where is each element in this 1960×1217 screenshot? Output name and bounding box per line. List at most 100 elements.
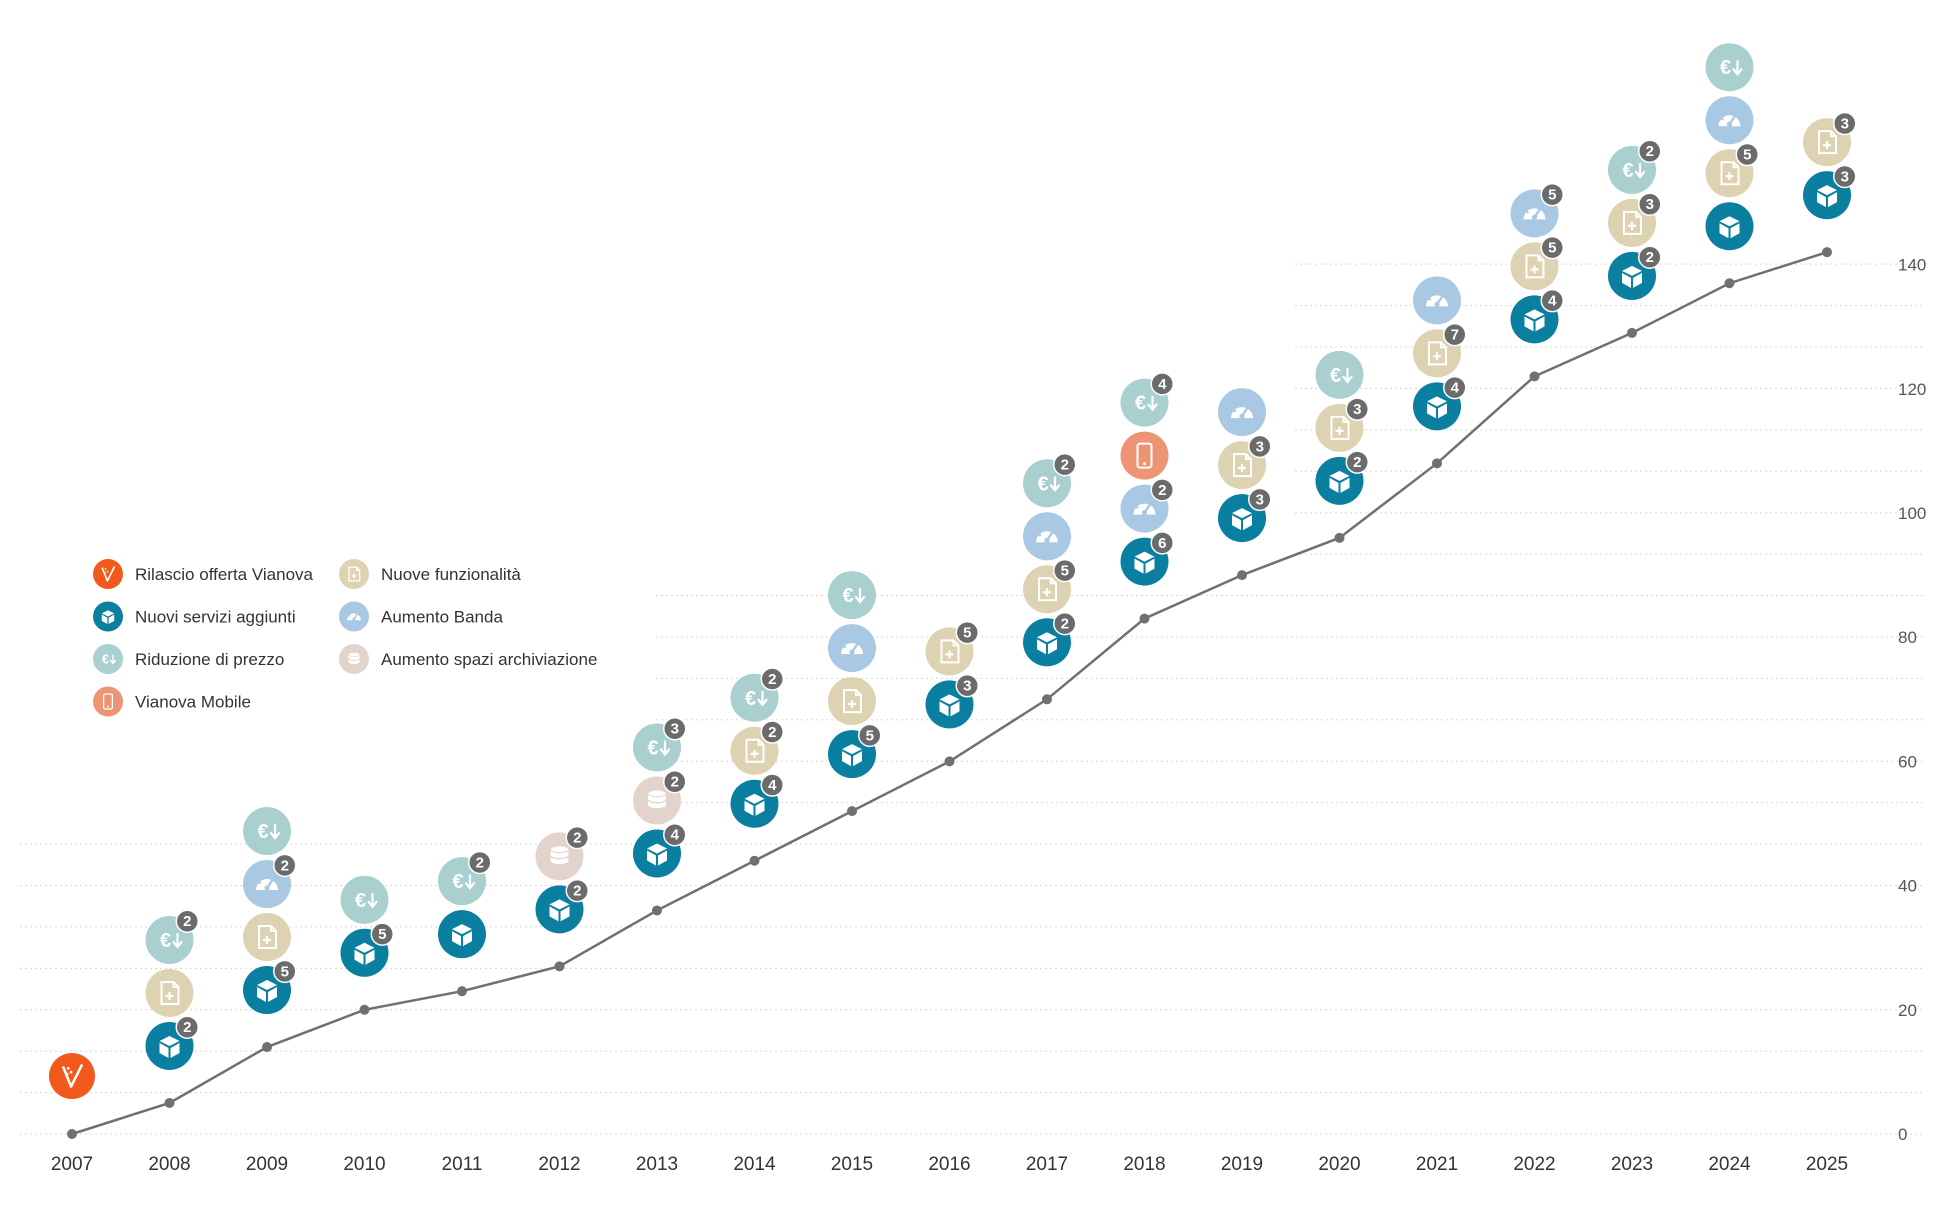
event-marker-features: [828, 677, 876, 726]
event-marker-features: [145, 968, 194, 1017]
count-badge: 4: [663, 822, 687, 847]
speedometer-icon: [1523, 204, 1546, 220]
event-marker-services: 5: [828, 723, 882, 779]
x-tick-label: 2011: [442, 1154, 483, 1175]
x-tick-label: 2019: [1221, 1154, 1263, 1175]
line-point: [1042, 694, 1052, 705]
legend-label: Nuovi servizi aggiunti: [135, 608, 296, 627]
euro-down-icon: €: [355, 890, 378, 912]
count-badge-label: 3: [963, 678, 971, 695]
euro-down-icon: €: [102, 652, 117, 666]
event-marker-storage: 2: [535, 825, 590, 881]
cube-icon: [549, 899, 570, 922]
count-badge: 2: [1150, 478, 1175, 502]
line-point: [1139, 613, 1150, 624]
x-tick-label: 2017: [1026, 1154, 1068, 1175]
document-plus-icon: [940, 639, 960, 664]
cube-icon: [1719, 216, 1740, 239]
y-axis-ticks: 0 20 40 60 80 100 120 140: [1898, 256, 1926, 1144]
speedometer-icon: [1036, 527, 1058, 543]
event-marker-features: 5: [925, 620, 980, 676]
count-badge-label: 4: [1451, 380, 1460, 397]
count-badge-label: 5: [1548, 187, 1556, 204]
event-marker-services: 2: [1023, 611, 1077, 667]
euro-down-icon: €: [452, 871, 476, 893]
legend-label: Aumento Banda: [381, 608, 503, 627]
euro-down-icon: €: [647, 737, 671, 759]
line-point: [1334, 532, 1345, 543]
y-tick-label: 40: [1898, 877, 1917, 896]
y-tick-label: 120: [1898, 380, 1926, 399]
event-marker-price: €: [1705, 43, 1754, 92]
document-plus-icon: [1038, 577, 1057, 602]
count-badge-label: 3: [1841, 168, 1849, 185]
document-plus-icon: [1720, 161, 1740, 186]
svg-text:€: €: [1622, 160, 1633, 182]
cube-icon: [452, 924, 472, 947]
x-tick-label: 2008: [148, 1154, 190, 1175]
cube-icon: [159, 1035, 180, 1058]
document-plus-icon: [1330, 415, 1350, 440]
count-badge-label: 2: [573, 830, 581, 847]
event-markers: 2€252€5€€222 42€342€25€3525€262€43323€474…: [49, 43, 1857, 1099]
database-icon: [647, 789, 667, 810]
cube-icon: [1622, 265, 1642, 288]
document-plus-icon: [1623, 210, 1642, 235]
svg-text:€: €: [1330, 365, 1341, 387]
euro-down-icon: €: [1330, 365, 1353, 387]
euro-down-icon: €: [842, 585, 866, 607]
event-marker-bandwidth: 2: [243, 853, 297, 909]
count-badge-label: 2: [573, 883, 581, 900]
count-badge: 5: [273, 959, 297, 984]
event-marker-price: €: [1315, 350, 1364, 399]
line-point: [1724, 278, 1735, 289]
speedometer-icon: [1231, 402, 1253, 419]
cube-icon: [1817, 185, 1837, 208]
x-tick-label: 2023: [1611, 1154, 1653, 1175]
count-badge-label: 4: [1158, 376, 1167, 393]
euro-down-icon: €: [160, 930, 183, 952]
count-badge: 4: [1150, 372, 1175, 396]
legend-item-features: Nuove funzionalità: [339, 559, 521, 589]
cube-icon: [647, 843, 667, 866]
count-badge-label: 5: [1061, 563, 1069, 580]
x-axis-ticks: 2007 2008 2009 2010 2011 2012 2013 2014 2015 2016…: [51, 1154, 1848, 1175]
count-badge-label: 3: [1646, 196, 1654, 213]
x-tick-label: 2024: [1708, 1154, 1751, 1175]
line-point: [652, 905, 662, 916]
event-marker-bandwidth: [1705, 96, 1754, 145]
count-badge: 2: [1638, 245, 1662, 269]
event-marker-features: [243, 913, 291, 962]
event-marker-price: €2: [438, 850, 492, 906]
line-point: [1822, 247, 1832, 258]
cube-icon: [257, 980, 277, 1003]
count-badge: 2: [565, 825, 590, 850]
y-tick-label: 0: [1898, 1125, 1907, 1144]
event-marker-price: €: [828, 571, 876, 620]
vianova-logo-icon: [62, 1064, 83, 1088]
count-badge-label: 2: [1061, 616, 1069, 633]
count-badge-label: 2: [1646, 143, 1654, 160]
y-tick-label: 80: [1898, 628, 1917, 647]
x-tick-label: 2020: [1318, 1154, 1360, 1175]
event-marker-services: 3: [925, 673, 980, 729]
count-badge-label: 2: [1158, 482, 1166, 499]
event-marker-price: €3: [633, 716, 687, 772]
event-marker-bandwidth: [1218, 388, 1266, 437]
count-badge-label: 5: [1548, 240, 1556, 257]
x-tick-label: 2021: [1416, 1154, 1458, 1175]
legend-item-price: € Riduzione di prezzo: [93, 644, 284, 674]
svg-text:€: €: [257, 821, 268, 843]
svg-text:€: €: [355, 890, 366, 912]
x-tick-label: 2013: [636, 1154, 678, 1175]
line-point: [944, 756, 955, 767]
count-badge-label: 2: [768, 724, 776, 741]
event-marker-services: [438, 910, 486, 959]
x-tick-label: 2007: [51, 1154, 93, 1175]
count-badge: 2: [273, 853, 297, 878]
svg-text:€: €: [842, 585, 853, 607]
x-tick-label: 2022: [1513, 1154, 1555, 1175]
count-badge-label: 2: [1646, 249, 1654, 266]
